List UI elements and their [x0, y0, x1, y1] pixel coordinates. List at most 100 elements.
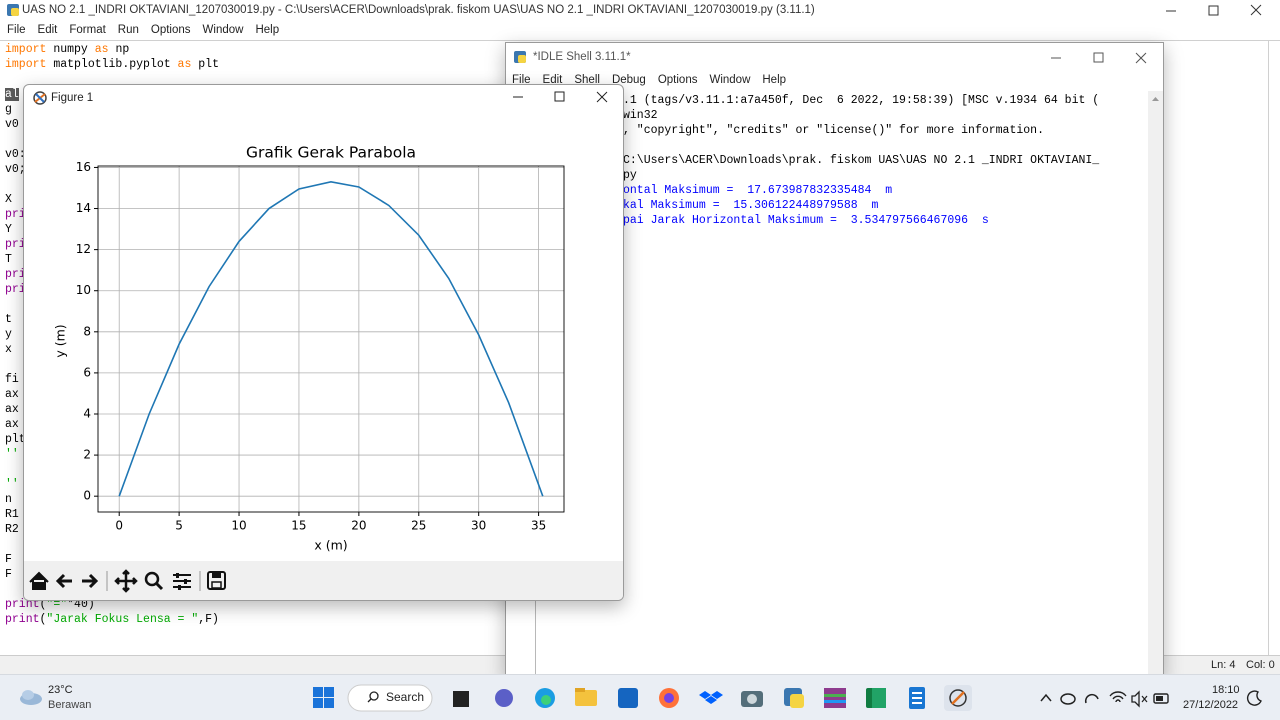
weather-temp[interactable]: 23°C [48, 684, 73, 696]
code-token: T [5, 253, 12, 266]
menu-item[interactable]: Debug [611, 74, 646, 86]
clock-time[interactable]: 18:10 [1212, 684, 1240, 696]
code-line: '' [5, 477, 19, 492]
code-token: t [5, 313, 12, 326]
x-tick-label: 30 [471, 519, 486, 533]
menu-item[interactable]: Format [69, 24, 106, 36]
code-line: pri [5, 237, 26, 252]
menu-item[interactable]: File [512, 74, 531, 86]
editor-titlebar: UAS NO 2.1 _INDRI OKTAVIANI_1207030019.p… [0, 0, 1280, 22]
code-line: Y [5, 222, 12, 237]
y-tick-label: 12 [76, 242, 91, 256]
code-line: fi [5, 372, 19, 387]
code-token: R1 [5, 508, 19, 521]
weather-desc[interactable]: Berawan [48, 699, 92, 711]
code-token: v0; [5, 163, 26, 176]
menu-item[interactable]: Options [150, 24, 191, 36]
notifications[interactable] [1246, 689, 1264, 707]
code-line: ax [5, 417, 19, 432]
shell-title: *IDLE Shell 3.11.1* [533, 51, 631, 63]
code-token: '' [5, 448, 19, 461]
chart-title: Grafik Gerak Parabola [246, 144, 416, 162]
code-line: ax [5, 402, 19, 417]
shell-scrollbar[interactable] [1148, 91, 1163, 676]
scroll-up[interactable] [1148, 91, 1163, 106]
y-tick-label: 16 [76, 160, 91, 174]
code-token: n [5, 493, 12, 506]
menu-item[interactable]: Run [117, 24, 139, 36]
code-token: al [5, 88, 19, 101]
code-token: import [5, 43, 47, 56]
menu-item[interactable]: Help [762, 74, 787, 86]
code-token: ax [5, 418, 19, 431]
x-tick-label: 20 [351, 519, 366, 533]
figure-icon [33, 91, 47, 105]
figure-title: Figure 1 [51, 92, 94, 104]
shell-controls[interactable] [1036, 43, 1163, 71]
editor-scrollbar[interactable] [1268, 41, 1269, 655]
figure-window: Figure 1 Grafik Gerak Parabola x (m) y (… [23, 84, 624, 601]
code-line: R2 [5, 522, 19, 537]
figure-controls[interactable] [504, 85, 623, 111]
code-line: x [5, 342, 12, 357]
editor-icon [7, 4, 19, 16]
y-tick-label: 2 [83, 448, 91, 462]
status-line: Ln: 4 [1211, 659, 1236, 671]
code-line: pri [5, 207, 26, 222]
system-tray[interactable] [1036, 687, 1176, 709]
code-token: ,F) [198, 613, 219, 626]
code-token: '' [5, 478, 19, 491]
taskbar: 23°C Berawan Search 18:10 27/12/2022 [0, 674, 1280, 720]
code-line: import matplotlib.pyplot as plt [5, 57, 219, 72]
search-label[interactable]: Search [386, 690, 425, 704]
plot-frame [97, 165, 565, 513]
code-token: pri [5, 208, 26, 221]
shell-line: pai Jarak Horizontal Maksimum = 3.534797… [623, 214, 989, 227]
code-line: F [5, 567, 12, 582]
code-token: pri [5, 268, 26, 281]
code-line: print("Jarak Fokus Lensa = ",F) [5, 612, 219, 627]
editor-menu: File Edit Format Run Options Window Help [7, 24, 279, 36]
code-token: g [5, 103, 12, 116]
code-token: as [177, 58, 192, 71]
clock-date[interactable]: 27/12/2022 [1183, 699, 1239, 711]
menu-item[interactable]: Edit [37, 24, 58, 36]
code-token: import [5, 58, 47, 71]
menu-item[interactable]: Help [255, 24, 280, 36]
menu-item[interactable]: Window [709, 74, 751, 86]
code-line: v0 [5, 117, 19, 132]
editor-controls[interactable] [1150, 0, 1280, 22]
code-token: print [5, 598, 40, 611]
shell-output[interactable]: .1 (tags/v3.11.1:a7a450f, Dec 6 2022, 19… [506, 43, 1148, 676]
code-token: ( [39, 598, 47, 611]
toolbar-icons[interactable] [24, 561, 244, 600]
code-token: numpy [46, 43, 95, 56]
code-line: n [5, 492, 12, 507]
code-token: fi [5, 373, 19, 386]
code-line: T [5, 252, 12, 267]
code-line: R1 [5, 507, 19, 522]
menu-item[interactable]: File [7, 24, 26, 36]
code-line: import numpy as np [5, 42, 129, 57]
x-tick-label: 35 [531, 519, 546, 533]
menu-item[interactable]: Window [202, 24, 244, 36]
code-token: ax [5, 388, 19, 401]
code-token: pri [5, 238, 26, 251]
y-tick-label: 4 [83, 406, 91, 420]
code-token: as [94, 43, 109, 56]
editor-code[interactable]: import numpy as np import matplotlib.pypl… [0, 0, 1268, 655]
weather-icon[interactable] [18, 685, 44, 707]
menu-item[interactable]: Options [657, 74, 698, 86]
code-token: *40) [67, 598, 95, 611]
taskbar-apps[interactable] [310, 683, 990, 713]
code-token: plt [191, 58, 219, 71]
y-axis-label: y (m) [53, 324, 68, 357]
code-token: plt [5, 433, 26, 446]
code-token: matplotlib.pyplot [46, 58, 178, 71]
y-tick-label: 8 [83, 324, 91, 338]
y-tick-label: 0 [83, 489, 91, 503]
code-line: X [5, 192, 12, 207]
menu-item[interactable]: Shell [574, 74, 600, 86]
menu-item[interactable]: Edit [542, 74, 563, 86]
